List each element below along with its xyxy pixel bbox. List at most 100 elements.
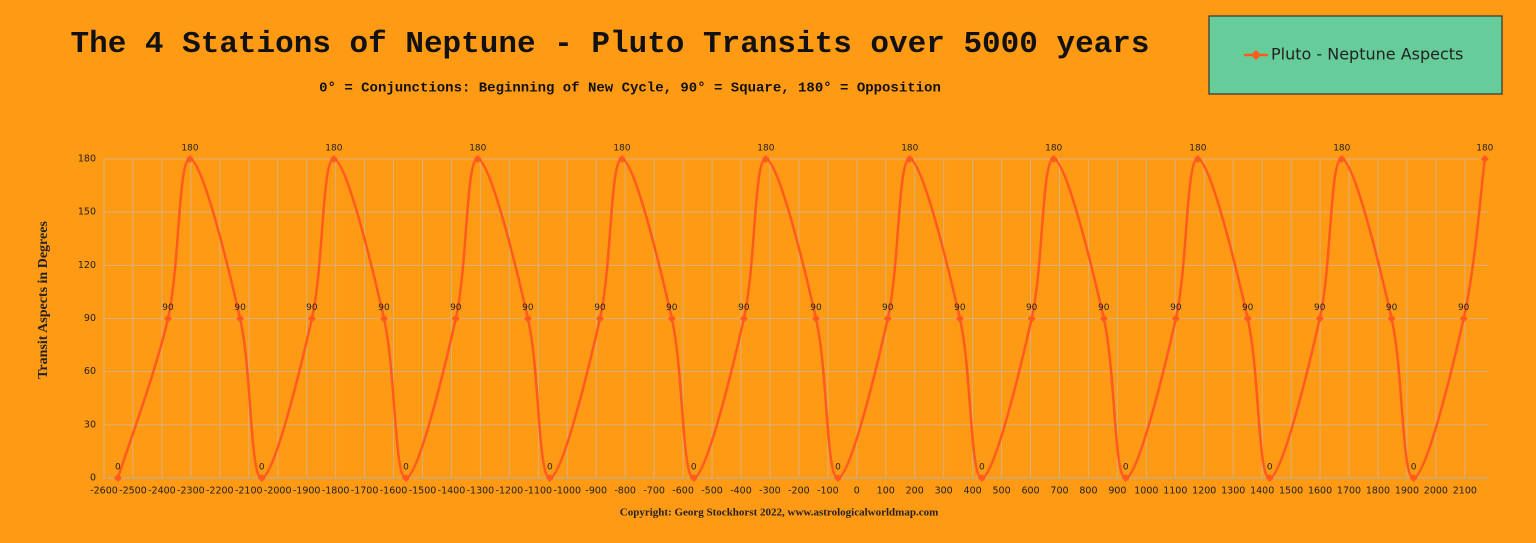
x-tick-label: 1500 bbox=[1279, 486, 1303, 497]
data-label: 90 bbox=[378, 303, 390, 313]
data-point bbox=[1480, 155, 1489, 163]
data-label: 90 bbox=[666, 303, 678, 313]
y-tick-label: 30 bbox=[84, 419, 96, 430]
x-tick-label: 100 bbox=[877, 486, 895, 497]
data-point bbox=[1049, 155, 1058, 163]
y-tick-label: 120 bbox=[78, 260, 96, 271]
data-point bbox=[689, 474, 698, 482]
data-label: 0 bbox=[691, 463, 697, 473]
legend-marker bbox=[1251, 50, 1261, 60]
x-tick-label: 600 bbox=[1021, 486, 1039, 497]
x-tick-label: 1600 bbox=[1308, 486, 1332, 497]
x-tick-label: -1200 bbox=[496, 486, 524, 497]
data-point bbox=[473, 155, 482, 163]
x-tick-label: -1600 bbox=[380, 486, 408, 497]
data-label: 90 bbox=[522, 303, 534, 313]
data-point bbox=[761, 155, 770, 163]
x-tick-label: -1100 bbox=[525, 486, 553, 497]
data-point bbox=[1337, 155, 1346, 163]
data-point bbox=[113, 474, 122, 482]
data-label: 0 bbox=[835, 463, 841, 473]
data-point bbox=[401, 474, 410, 482]
y-tick-label: 90 bbox=[84, 313, 96, 324]
data-label: 90 bbox=[1386, 303, 1398, 313]
x-tick-label: 900 bbox=[1108, 486, 1126, 497]
data-point bbox=[1387, 314, 1396, 323]
data-label: 180 bbox=[181, 144, 198, 154]
data-point bbox=[236, 314, 245, 323]
data-point bbox=[1243, 314, 1252, 323]
data-point bbox=[1315, 314, 1324, 323]
data-point bbox=[451, 314, 460, 323]
data-label: 90 bbox=[882, 303, 894, 313]
x-tick-label: -900 bbox=[585, 486, 607, 497]
x-tick-label: 300 bbox=[935, 486, 953, 497]
y-axis-label: Transit Aspects in Degrees bbox=[36, 221, 51, 379]
data-point bbox=[883, 314, 892, 323]
data-point bbox=[1121, 474, 1130, 482]
data-point bbox=[1459, 314, 1468, 323]
data-point bbox=[811, 314, 820, 323]
data-point bbox=[595, 314, 604, 323]
chart-title: The 4 Stations of Neptune - Pluto Transi… bbox=[71, 27, 1150, 62]
x-tick-label: -1700 bbox=[351, 486, 379, 497]
data-point bbox=[955, 314, 964, 323]
data-label: 90 bbox=[450, 303, 462, 313]
y-tick-label: 0 bbox=[90, 473, 96, 484]
data-label: 180 bbox=[1476, 144, 1493, 154]
y-tick-label: 60 bbox=[84, 366, 96, 377]
data-label: 180 bbox=[901, 144, 918, 154]
x-tick-label: 1800 bbox=[1366, 486, 1390, 497]
data-label: 90 bbox=[162, 303, 174, 313]
data-label: 0 bbox=[259, 463, 265, 473]
x-tick-label: -600 bbox=[672, 486, 694, 497]
x-tick-label: 1200 bbox=[1192, 486, 1216, 497]
x-tick-label: -2100 bbox=[235, 486, 263, 497]
data-point bbox=[545, 474, 554, 482]
data-label: 0 bbox=[979, 463, 985, 473]
caption: Copyright: Georg Stockhorst 2022, www.as… bbox=[620, 507, 938, 519]
y-tick-label: 180 bbox=[78, 154, 96, 165]
data-label: 0 bbox=[1411, 463, 1417, 473]
x-tick-label: -2000 bbox=[264, 486, 292, 497]
x-tick-label: 1000 bbox=[1134, 486, 1158, 497]
data-point bbox=[1099, 314, 1108, 323]
data-point bbox=[307, 314, 316, 323]
x-tick-label: -2200 bbox=[206, 486, 234, 497]
x-tick-label: -1800 bbox=[322, 486, 350, 497]
x-tick-label: -2400 bbox=[148, 486, 176, 497]
x-tick-label: 1400 bbox=[1250, 486, 1274, 497]
x-tick-label: 200 bbox=[906, 486, 924, 497]
data-label: 180 bbox=[325, 144, 342, 154]
x-tick-label: -1900 bbox=[293, 486, 321, 497]
x-tick-label: -400 bbox=[730, 486, 752, 497]
data-point bbox=[163, 314, 172, 323]
data-label: 90 bbox=[1458, 303, 1470, 313]
x-tick-label: -2600 bbox=[90, 486, 118, 497]
data-point bbox=[185, 155, 194, 163]
x-tick-label: 800 bbox=[1079, 486, 1097, 497]
data-label: 90 bbox=[594, 303, 606, 313]
data-point bbox=[977, 474, 986, 482]
x-tick-label: 2000 bbox=[1424, 486, 1448, 497]
x-tick-label: -200 bbox=[788, 486, 810, 497]
data-label: 90 bbox=[1170, 303, 1182, 313]
data-point bbox=[1409, 474, 1418, 482]
data-label: 180 bbox=[1189, 144, 1206, 154]
x-tick-label: -500 bbox=[701, 486, 723, 497]
data-label: 0 bbox=[1123, 463, 1129, 473]
data-point bbox=[379, 314, 388, 323]
x-tick-label: -2300 bbox=[177, 486, 205, 497]
data-label: 90 bbox=[1098, 303, 1110, 313]
data-point bbox=[257, 474, 266, 482]
x-tick-label: 1700 bbox=[1337, 486, 1361, 497]
data-point bbox=[329, 155, 338, 163]
data-label: 90 bbox=[810, 303, 822, 313]
x-tick-label: -1400 bbox=[438, 486, 466, 497]
data-label: 180 bbox=[613, 144, 630, 154]
data-point bbox=[1027, 314, 1036, 323]
data-label: 0 bbox=[547, 463, 553, 473]
x-tick-label: 500 bbox=[993, 486, 1011, 497]
x-tick-label: -2500 bbox=[119, 486, 147, 497]
data-label: 90 bbox=[738, 303, 750, 313]
